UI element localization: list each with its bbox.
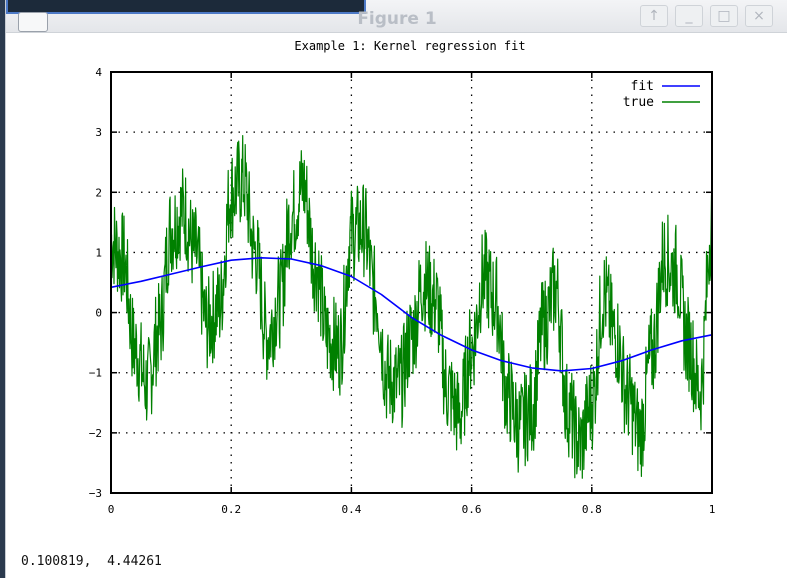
y-tick-label: −1: [89, 367, 102, 380]
title-bar[interactable]: Figure 1 ↑ _ □ ×: [6, 0, 787, 33]
legend-label-fit: fit: [631, 79, 654, 94]
cursor-coordinates: 0.100819, 4.44261: [21, 554, 162, 569]
y-tick-label: 4: [95, 66, 102, 79]
y-tick-label: −2: [89, 427, 102, 440]
x-tick-label: 1: [709, 503, 716, 516]
chart-canvas[interactable]: Example 1: Kernel regression fit 0 0.2 0.4…: [6, 32, 787, 552]
x-tick-label: 0: [108, 503, 115, 516]
legend-label-true: true: [623, 95, 654, 110]
window-title: Figure 1: [357, 9, 437, 29]
plot-area[interactable]: Example 1: Kernel regression fit 0 0.2 0.4…: [6, 32, 787, 562]
x-tick-label: 0.6: [462, 503, 482, 516]
series-line-fit: [110, 257, 713, 372]
shade-up-button[interactable]: ↑: [640, 5, 668, 27]
x-tick-label: 0.4: [341, 503, 361, 516]
chart-title: Example 1: Kernel regression fit: [294, 39, 525, 53]
axis-ticks: 0 0.2 0.4 0.6 0.8 1 4 3 2 1 0 −1 −2 −3: [89, 66, 716, 516]
x-tick-label: 0.8: [582, 503, 602, 516]
background-window-strip: [6, 0, 366, 14]
close-button[interactable]: ×: [745, 5, 773, 27]
plot-frame: [110, 71, 713, 494]
y-tick-label: 0: [95, 307, 102, 320]
y-tick-label: 3: [95, 126, 102, 139]
series-line-true: [110, 135, 713, 479]
series-lines: [110, 135, 713, 479]
figure-window: Figure 1 ↑ _ □ × Example 1: Kernel regre…: [5, 0, 787, 578]
y-tick-label: −3: [89, 487, 102, 500]
y-tick-label: 2: [95, 186, 102, 199]
window-menu-icon[interactable]: [18, 12, 48, 32]
maximize-button[interactable]: □: [710, 5, 738, 27]
y-tick-label: 1: [95, 246, 102, 259]
minimize-button[interactable]: _: [675, 5, 703, 27]
x-tick-label: 0.2: [221, 503, 241, 516]
